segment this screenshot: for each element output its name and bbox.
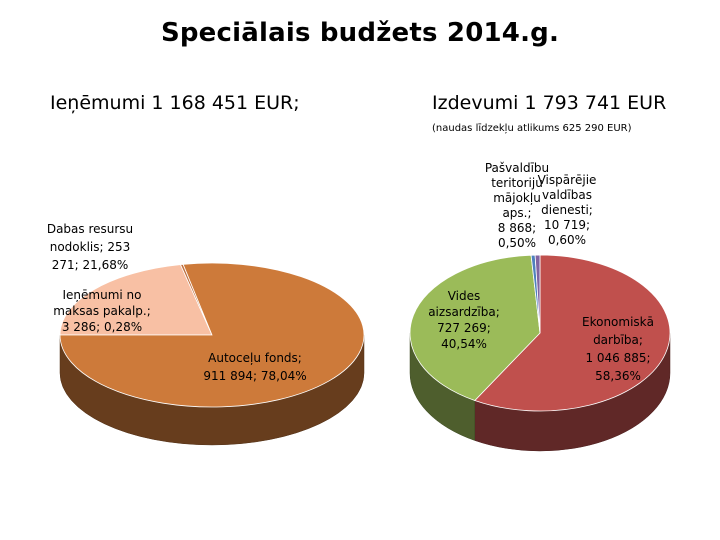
- income-slice-autocelu-fonds: [59, 262, 365, 408]
- expense-label-pasvaldibu-teritoriju-un-majoklu-apsaimniekosana: Pašvaldību teritoriju mājokļu aps.; 8 868; 0,…: [485, 161, 549, 250]
- expense-label-visparejie-valdibas-dienesti: Vispārējie valdības dienesti; 10 719; 0,60%: [538, 173, 597, 247]
- expense-pie-chart: Ekonomiskā darbība; 1 046 885; 58,36% Vides a…: [409, 161, 671, 452]
- slide-title: Speciālais budžets 2014.g.: [160, 18, 560, 48]
- income-label-dabas-resursu-nodoklis: Dabas resursu nodoklis; 253 271; 21,68%: [47, 222, 133, 272]
- expense-slice-vides-aizsardziba: [409, 254, 541, 401]
- expense-label-ekonomiska-darbiba: Ekonomiskā darbība; 1 046 885; 58,36%: [582, 315, 654, 383]
- expense-label-vides-aizsardziba: Vides aizsardzība; 727 269; 40,54%: [428, 289, 500, 351]
- expense-balance-note: (naudas līdzekļu atlikums 625 290 EUR): [432, 123, 632, 134]
- income-chart-heading: Ieņēmumi 1 168 451 EUR;: [50, 92, 300, 114]
- income-label-ienemumi-no-maksas-pakalp: Ieņēmumi no maksas pakalp.; 3 286; 0,28%: [53, 288, 151, 334]
- expense-slice-visparejie-valdibas-dienesti: [534, 254, 541, 334]
- income-label-autocelu-fonds: Autoceļu fonds; 911 894; 78,04%: [203, 351, 306, 383]
- expense-slice-ekonomiska-darbiba: [474, 254, 671, 412]
- expense-chart-heading: Izdevumi 1 793 741 EUR: [432, 92, 667, 114]
- income-slice-dabas-resursu-nodoklis: [59, 264, 213, 336]
- income-pie-chart: Dabas resursu nodoklis; 253 271; 21,68% Ieņ…: [47, 222, 365, 446]
